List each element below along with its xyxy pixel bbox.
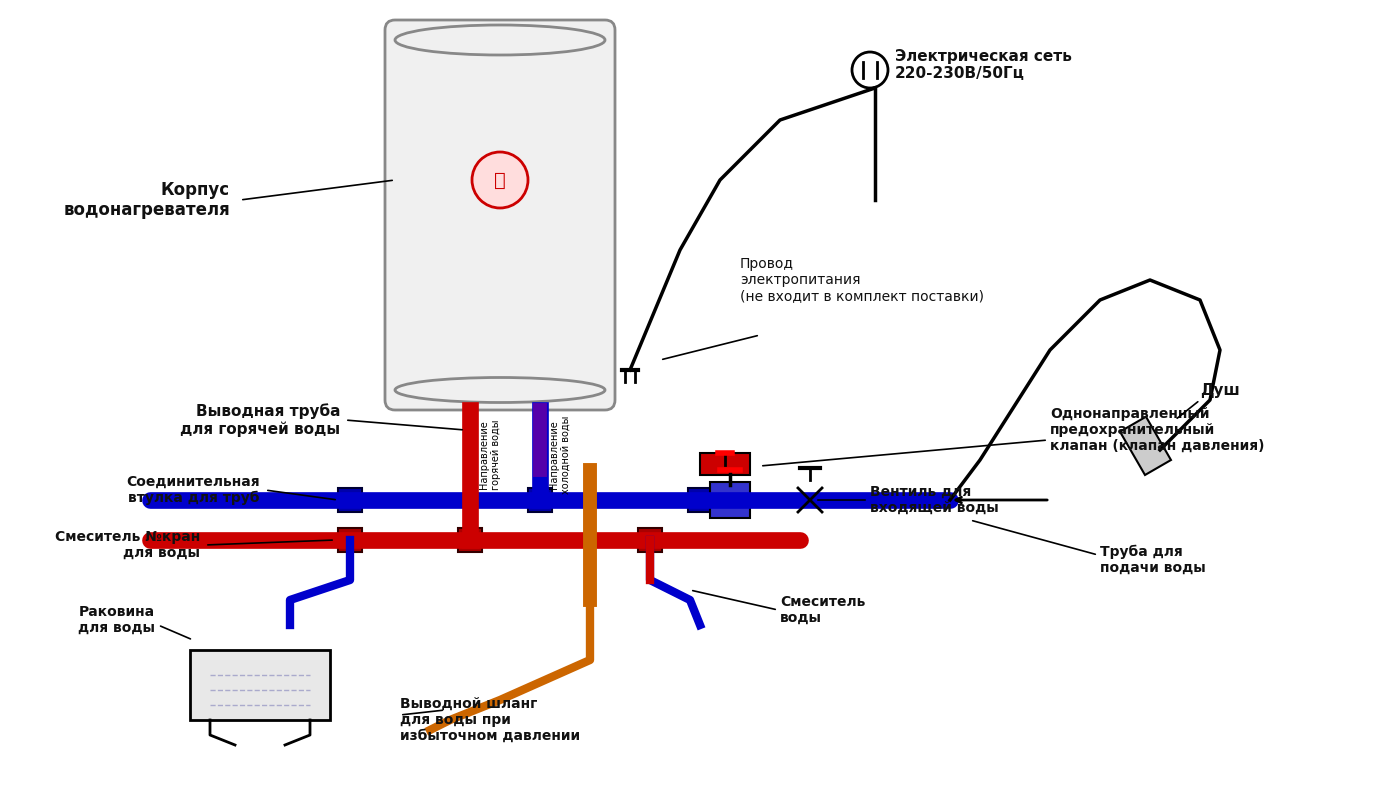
Text: Раковина
для воды: Раковина для воды bbox=[78, 605, 155, 635]
Bar bbox=[338, 488, 363, 512]
Text: Труба для
подачи воды: Труба для подачи воды bbox=[1100, 545, 1205, 575]
FancyBboxPatch shape bbox=[385, 20, 614, 410]
Text: Соединительная
втулка для труб: Соединительная втулка для труб bbox=[126, 474, 260, 506]
Bar bbox=[458, 528, 482, 552]
Text: Выводной шланг
для воды при
избыточном давлении: Выводной шланг для воды при избыточном д… bbox=[400, 697, 580, 743]
Text: Направление
горячей воды: Направление горячей воды bbox=[479, 420, 501, 490]
Text: 🌡: 🌡 bbox=[494, 170, 507, 190]
Bar bbox=[1120, 417, 1171, 475]
Bar bbox=[688, 488, 711, 512]
Bar bbox=[338, 528, 363, 552]
Circle shape bbox=[853, 52, 889, 88]
Text: Выводная труба
для горячей воды: Выводная труба для горячей воды bbox=[180, 403, 340, 437]
Text: Смеситель
воды: Смеситель воды bbox=[781, 595, 865, 625]
Ellipse shape bbox=[394, 25, 605, 55]
Text: Душ: Душ bbox=[1200, 382, 1240, 398]
Bar bbox=[700, 453, 750, 475]
Bar bbox=[529, 488, 552, 512]
Bar bbox=[710, 482, 750, 518]
Text: Направление
холодной воды: Направление холодной воды bbox=[549, 416, 570, 494]
Bar bbox=[190, 650, 329, 720]
Circle shape bbox=[472, 152, 529, 208]
Ellipse shape bbox=[394, 378, 605, 402]
Text: Электрическая сеть
220-230В/50Гц: Электрическая сеть 220-230В/50Гц bbox=[895, 49, 1071, 82]
Text: Вентиль для
входящей воды: Вентиль для входящей воды bbox=[871, 485, 999, 515]
Text: Однонаправленный
предохранительный
клапан (клапан давления): Однонаправленный предохранительный клапа… bbox=[1050, 406, 1265, 453]
Text: Смеситель №кран
для воды: Смеситель №кран для воды bbox=[55, 530, 201, 560]
Text: Корпус
водонагревателя: Корпус водонагревателя bbox=[64, 181, 230, 219]
Text: Провод
электропитания
(не входит в комплект поставки): Провод электропитания (не входит в компл… bbox=[740, 257, 984, 303]
Bar bbox=[638, 528, 662, 552]
